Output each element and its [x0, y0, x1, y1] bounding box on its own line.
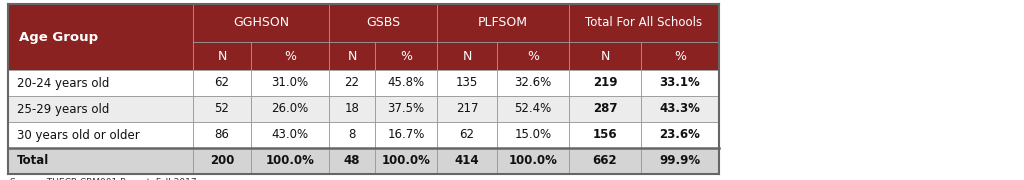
Text: 43.0%: 43.0% [271, 129, 308, 141]
Text: 23.6%: 23.6% [659, 129, 700, 141]
Text: 62: 62 [460, 129, 474, 141]
Bar [8, 4, 193, 70]
Bar [8, 70, 193, 96]
Text: 31.0%: 31.0% [271, 76, 308, 89]
Text: 33.1%: 33.1% [659, 76, 700, 89]
Bar [8, 96, 193, 122]
Text: PLFSOM: PLFSOM [478, 17, 528, 30]
Bar [193, 96, 251, 122]
Bar [641, 148, 719, 174]
Text: 100.0%: 100.0% [509, 154, 557, 168]
Bar [251, 122, 329, 148]
Text: 25-29 years old: 25-29 years old [17, 102, 110, 116]
Text: %: % [527, 50, 539, 62]
Bar [437, 122, 497, 148]
Bar [193, 4, 329, 42]
Bar [437, 96, 497, 122]
Bar [329, 4, 437, 42]
Text: 43.3%: 43.3% [659, 102, 700, 116]
Text: Source: THECB CBM001 Report, Fall 2017.: Source: THECB CBM001 Report, Fall 2017. [10, 178, 200, 180]
Text: GSBS: GSBS [366, 17, 400, 30]
Bar [375, 96, 437, 122]
Text: 16.7%: 16.7% [387, 129, 425, 141]
Text: N: N [347, 50, 356, 62]
Bar [437, 4, 569, 42]
Text: 662: 662 [593, 154, 617, 168]
Bar [497, 70, 569, 96]
Text: Total For All Schools: Total For All Schools [586, 17, 702, 30]
Text: 48: 48 [344, 154, 360, 168]
Bar [641, 70, 719, 96]
Bar [251, 96, 329, 122]
Text: 18: 18 [344, 102, 359, 116]
Bar [375, 148, 437, 174]
Text: 200: 200 [210, 154, 234, 168]
Bar [329, 96, 375, 122]
Bar [193, 122, 251, 148]
Bar [497, 148, 569, 174]
Text: 32.6%: 32.6% [514, 76, 552, 89]
Text: 52: 52 [215, 102, 229, 116]
Bar [8, 148, 193, 174]
Bar [375, 42, 437, 70]
Text: 30 years old or older: 30 years old or older [17, 129, 140, 141]
Text: Total: Total [17, 154, 49, 168]
Bar [251, 70, 329, 96]
Bar [641, 42, 719, 70]
Bar [497, 122, 569, 148]
Bar [437, 148, 497, 174]
Bar [497, 96, 569, 122]
Text: %: % [400, 50, 412, 62]
Text: 156: 156 [593, 129, 617, 141]
Bar [193, 70, 251, 96]
Text: %: % [674, 50, 686, 62]
Text: 86: 86 [215, 129, 229, 141]
Bar [329, 42, 375, 70]
Bar [437, 70, 497, 96]
Bar [569, 96, 641, 122]
Bar [375, 122, 437, 148]
Bar [437, 42, 497, 70]
Bar [641, 96, 719, 122]
Text: 52.4%: 52.4% [514, 102, 552, 116]
Text: 45.8%: 45.8% [387, 76, 425, 89]
Bar [375, 70, 437, 96]
Bar [641, 122, 719, 148]
Bar [569, 122, 641, 148]
Text: 219: 219 [593, 76, 617, 89]
Text: Age Group: Age Group [19, 30, 98, 44]
Bar [569, 42, 641, 70]
Bar [329, 122, 375, 148]
Bar [193, 42, 251, 70]
Text: 135: 135 [456, 76, 478, 89]
Bar [569, 148, 641, 174]
Bar [329, 70, 375, 96]
Bar [497, 42, 569, 70]
Bar [251, 148, 329, 174]
Text: N: N [462, 50, 472, 62]
Text: 20-24 years old: 20-24 years old [17, 76, 110, 89]
Bar [8, 122, 193, 148]
Text: 8: 8 [348, 129, 355, 141]
Text: N: N [217, 50, 226, 62]
Bar [251, 42, 329, 70]
Text: 99.9%: 99.9% [659, 154, 700, 168]
Text: 62: 62 [214, 76, 229, 89]
Text: 217: 217 [456, 102, 478, 116]
Text: GGHSON: GGHSON [232, 17, 289, 30]
Text: 15.0%: 15.0% [514, 129, 552, 141]
Text: 100.0%: 100.0% [265, 154, 314, 168]
Text: 26.0%: 26.0% [271, 102, 308, 116]
Bar [569, 70, 641, 96]
Bar [569, 4, 719, 42]
Text: 37.5%: 37.5% [387, 102, 425, 116]
Text: 287: 287 [593, 102, 617, 116]
Text: 22: 22 [344, 76, 359, 89]
Bar [193, 148, 251, 174]
Bar [329, 148, 375, 174]
Text: 414: 414 [455, 154, 479, 168]
Text: N: N [600, 50, 609, 62]
Text: 100.0%: 100.0% [382, 154, 430, 168]
Text: %: % [284, 50, 296, 62]
